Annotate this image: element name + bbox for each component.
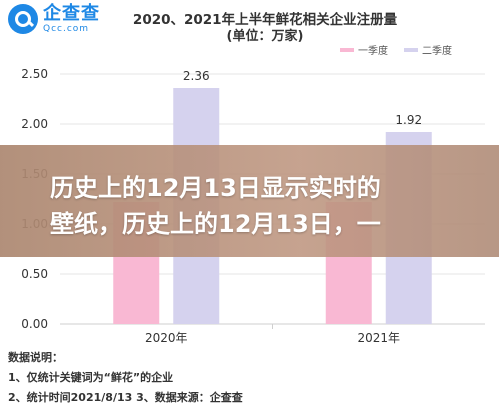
y-tick-label: 2.00 [21,117,48,131]
data-label: 2.36 [183,69,210,83]
magnifier-logo-icon [8,4,38,34]
notes-title: 数据说明： [8,351,63,364]
data-label: 1.92 [395,113,422,127]
notes-line-2: 2、统计时间2021/8/13 3、数据来源：企查查 [8,391,243,404]
headline-banner [0,145,499,257]
chart-legend: 一季度 二季度 [340,42,468,57]
x-category-label: 2021年 [357,331,400,345]
logo-name-en: Qcc.com [43,23,90,34]
chart-subtitle: (单位：万家) [226,29,304,44]
legend-label-q2: 二季度 [422,46,452,57]
y-tick-label: 0.50 [21,267,48,281]
x-category-label: 2020年 [145,331,188,345]
headline-line-1: 历史上的12月13日显示实时的 [50,174,381,202]
y-tick-label: 0.00 [21,317,48,331]
legend-item-q2: 二季度 [404,42,452,57]
logo-name-cn: 企查查 [43,2,100,24]
legend-label-q1: 一季度 [358,46,388,57]
notes-line-1: 1、仅统计关键词为“鲜花”的企业 [8,371,174,384]
chart-title: 2020、2021年上半年鲜花相关企业注册量 [132,12,398,28]
legend-item-q1: 一季度 [340,42,388,57]
y-tick-label: 2.50 [21,67,48,81]
headline-line-2: 壁纸，历史上的12月13日，一 [50,210,381,238]
qcc-logo: 企查查 Qcc.com [8,4,100,34]
legend-swatch-q2 [404,47,418,52]
legend-swatch-q1 [340,47,354,52]
